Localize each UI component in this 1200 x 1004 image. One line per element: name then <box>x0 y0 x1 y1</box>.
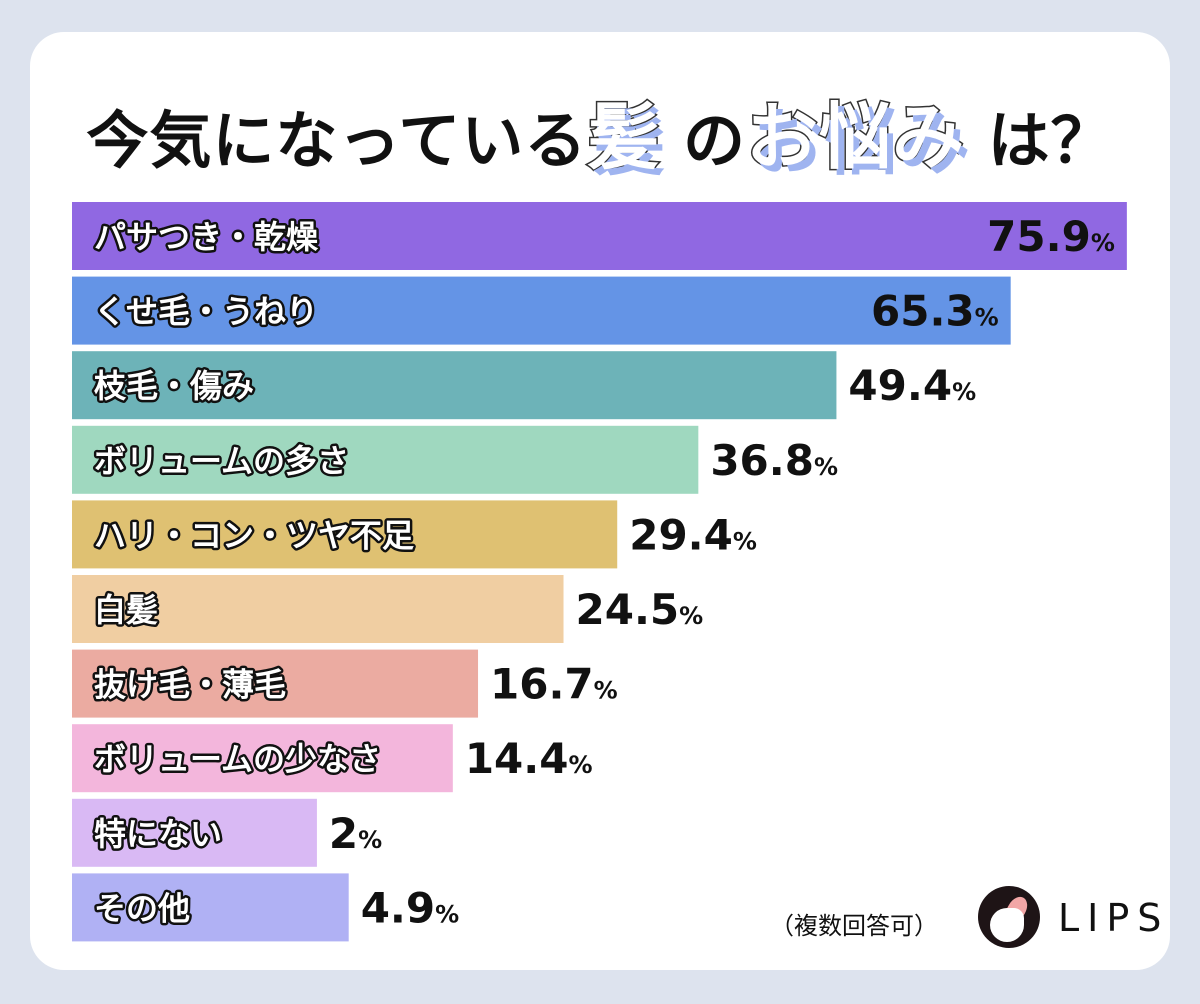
value-label: 65.3% <box>871 287 999 336</box>
multiple-answer-note: （複数回答可） <box>770 912 938 940</box>
bar <box>72 724 453 793</box>
bar <box>72 873 349 942</box>
bar-label: 抜け毛・薄毛 <box>94 666 286 704</box>
bar-label: ボリュームの多さ <box>94 442 349 480</box>
bar <box>72 649 479 718</box>
lips-logo-icon <box>978 886 1040 948</box>
bar <box>72 276 1011 345</box>
bar-label: くせ毛・うねり <box>94 293 318 331</box>
bar <box>72 575 564 643</box>
bar-label: 枝毛・傷み <box>94 367 254 405</box>
bar-label: 白髪 <box>94 591 158 629</box>
value-label: 49.4% <box>848 361 976 410</box>
value-label: 36.8% <box>710 436 838 485</box>
value-label: 2% <box>329 809 382 858</box>
bar-label: 特にない <box>94 815 222 853</box>
bar <box>72 202 1127 270</box>
bar-label: パサつき・乾燥 <box>94 218 319 256</box>
value-label: 24.5% <box>576 585 704 634</box>
value-label: 75.9% <box>987 212 1115 261</box>
bar-label: ハリ・コン・ツヤ不足 <box>94 516 414 554</box>
value-label: 29.4% <box>629 510 757 559</box>
bar <box>72 798 317 867</box>
bar <box>72 500 618 569</box>
value-label: 4.9% <box>361 883 459 932</box>
bar-label: その他 <box>94 889 190 927</box>
chart-title: 今気になっている髪 のお悩み は？ <box>86 94 1114 181</box>
bar <box>72 425 699 494</box>
value-label: 16.7% <box>490 660 618 709</box>
lips-logo-text: LIPS <box>1058 896 1170 940</box>
bar <box>72 351 837 420</box>
value-label: 14.4% <box>465 734 593 783</box>
bar-label: ボリュームの少なさ <box>94 740 381 778</box>
